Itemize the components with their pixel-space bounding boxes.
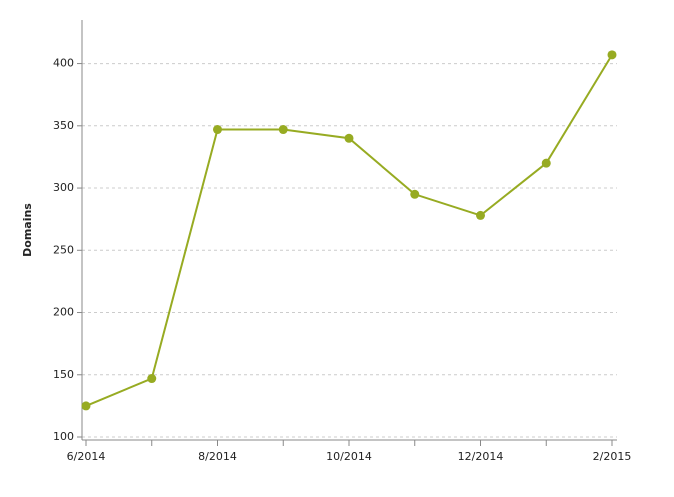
- series-line: [85, 54, 613, 407]
- y-tick-label: 300: [53, 181, 74, 194]
- y-tick-label: 200: [53, 306, 74, 319]
- y-tick-label: 150: [53, 368, 74, 381]
- x-tick-label: 8/2014: [198, 450, 237, 463]
- data-point: [278, 125, 288, 135]
- x-tick-label: 12/2014: [458, 450, 504, 463]
- data-point: [607, 50, 617, 60]
- data-point: [541, 158, 551, 168]
- data-point: [81, 401, 91, 411]
- y-axis-label: Domains: [21, 203, 34, 257]
- y-tick-label: 350: [53, 119, 74, 132]
- data-point: [213, 125, 222, 135]
- data-point: [147, 374, 157, 384]
- y-tick-label: 400: [53, 57, 74, 70]
- data-point: [410, 189, 420, 199]
- x-tick-label: 10/2014: [326, 450, 372, 463]
- x-tick-label: 6/2014: [67, 450, 106, 463]
- data-point: [344, 133, 354, 143]
- x-tick-label: 2/2015: [593, 450, 632, 463]
- y-tick-label: 250: [53, 243, 74, 256]
- data-point: [476, 210, 485, 220]
- y-tick-label: 100: [53, 430, 74, 443]
